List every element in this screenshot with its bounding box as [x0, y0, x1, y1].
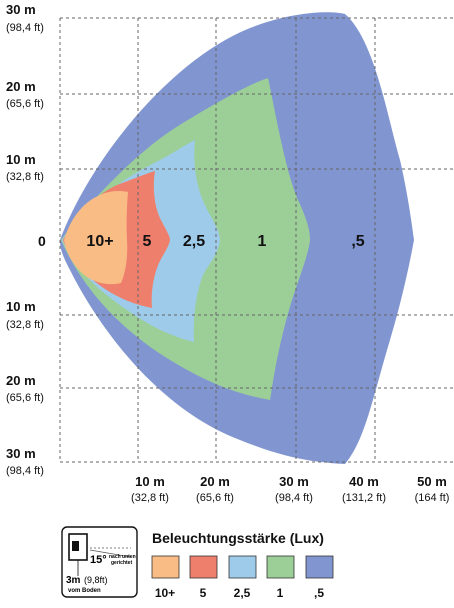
mount-angle: 15°	[90, 554, 107, 566]
y-tick-sub: (65,6 ft)	[6, 98, 44, 110]
zone-label-0-5: ,5	[351, 233, 364, 250]
x-tick-main: 20 m	[200, 474, 230, 489]
illumination-zones	[60, 12, 414, 464]
y-tick-main: 30 m	[6, 2, 36, 17]
y-tick-main: 30 m	[6, 446, 36, 461]
y-tick-sub: (65,6 ft)	[6, 392, 44, 404]
x-tick-sub: (65,6 ft)	[196, 492, 234, 504]
legend-title: Beleuchtungsstärke (Lux)	[152, 530, 324, 546]
legend-label-5: 5	[200, 586, 207, 600]
legend-label-0-5: ,5	[314, 586, 324, 600]
mount-angle-icon: 15° nach unten gerichtet 3m (9,8ft) vom …	[61, 526, 138, 598]
x-tick-main: 40 m	[349, 474, 379, 489]
legend-swatch-1	[266, 555, 295, 579]
y-tick-main: 0	[38, 233, 46, 249]
x-tick-main: 10 m	[135, 474, 165, 489]
mount-angle-note-1: nach unten	[109, 554, 136, 560]
y-tick-sub: (98,4 ft)	[6, 465, 44, 477]
zone-labels: 10+ 5 2,5 1 ,5	[86, 233, 364, 250]
y-tick-main: 20 m	[6, 373, 36, 388]
x-tick-main: 50 m	[417, 474, 447, 489]
x-tick-sub: (32,8 ft)	[131, 492, 169, 504]
y-axis: 30 m (98,4 ft) 20 m (65,6 ft) 10 m (32,8…	[6, 2, 46, 477]
y-tick-main: 10 m	[6, 299, 36, 314]
zone-label-5: 5	[143, 233, 152, 250]
legend-swatch-5	[189, 555, 218, 579]
x-axis: 10 m (32,8 ft) 20 m (65,6 ft) 30 m (98,4…	[131, 474, 449, 504]
y-tick-sub: (32,8 ft)	[6, 171, 44, 183]
grid	[59, 17, 454, 463]
legend-label-10-plus: 10+	[155, 586, 175, 600]
y-tick-main: 10 m	[6, 152, 36, 167]
fixture-lens-icon	[72, 541, 79, 551]
mount-height-note: vom Boden	[68, 588, 101, 594]
legend: Beleuchtungsstärke (Lux) 10+ 5 2,5 1 ,5	[151, 530, 334, 600]
zone-10-plus-lux	[64, 191, 128, 285]
zone-label-2-5: 2,5	[183, 233, 205, 250]
legend-swatch-0-5	[305, 555, 334, 579]
beam-angle-line	[89, 549, 132, 558]
zone-label-10-plus: 10+	[86, 233, 113, 250]
zone-label-1: 1	[258, 233, 267, 250]
y-tick-main: 20 m	[6, 79, 36, 94]
legend-label-2-5: 2,5	[234, 586, 251, 600]
legend-swatch-10-plus	[151, 555, 180, 579]
x-tick-main: 30 m	[279, 474, 309, 489]
mount-height-main: 3m	[66, 575, 81, 586]
mount-angle-note-2: gerichtet	[111, 560, 132, 566]
y-tick-sub: (98,4 ft)	[6, 22, 44, 34]
legend-label-1: 1	[277, 586, 284, 600]
x-tick-sub: (131,2 ft)	[342, 492, 386, 504]
legend-swatch-2-5	[228, 555, 257, 579]
mount-height-sub: (9,8ft)	[84, 575, 108, 585]
y-tick-sub: (32,8 ft)	[6, 319, 44, 331]
x-tick-sub: (164 ft)	[415, 492, 450, 504]
x-tick-sub: (98,4 ft)	[275, 492, 313, 504]
